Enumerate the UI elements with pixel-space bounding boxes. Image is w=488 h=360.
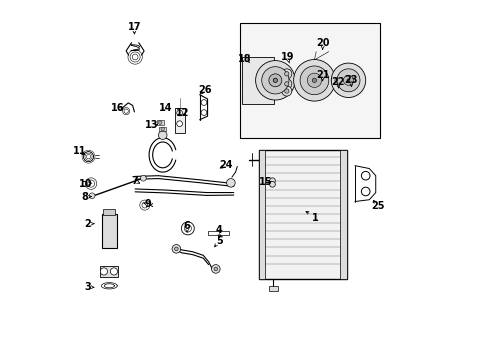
Circle shape: [269, 178, 275, 184]
Circle shape: [174, 247, 178, 251]
Circle shape: [361, 187, 369, 196]
Text: 15: 15: [258, 177, 271, 187]
Text: 9: 9: [144, 199, 151, 210]
Bar: [174, 108, 184, 133]
Circle shape: [281, 79, 291, 89]
Text: 22: 22: [331, 77, 345, 87]
Circle shape: [158, 131, 167, 139]
Circle shape: [110, 268, 117, 275]
Circle shape: [346, 79, 349, 82]
Circle shape: [361, 171, 369, 180]
Circle shape: [226, 179, 235, 187]
Text: 6: 6: [183, 221, 190, 231]
Circle shape: [211, 265, 220, 273]
Text: 17: 17: [127, 22, 141, 32]
Bar: [242, 57, 274, 104]
Circle shape: [273, 78, 277, 82]
Text: 16: 16: [110, 103, 123, 113]
Circle shape: [201, 110, 206, 116]
Circle shape: [172, 244, 180, 253]
Text: 12: 12: [176, 108, 189, 118]
Bar: [340, 149, 346, 279]
Circle shape: [201, 100, 206, 105]
Circle shape: [140, 175, 146, 181]
Circle shape: [100, 268, 107, 275]
Circle shape: [158, 121, 162, 125]
Text: 14: 14: [159, 103, 172, 113]
Text: 23: 23: [344, 75, 357, 85]
Bar: [268, 286, 277, 291]
Circle shape: [261, 67, 288, 94]
Bar: [159, 127, 166, 131]
Text: 21: 21: [315, 70, 329, 80]
Bar: [258, 149, 265, 279]
Circle shape: [161, 127, 164, 131]
Text: 13: 13: [145, 121, 159, 130]
Text: 18: 18: [238, 54, 251, 64]
Circle shape: [284, 89, 288, 93]
Bar: [103, 209, 115, 215]
Circle shape: [214, 267, 217, 271]
Circle shape: [293, 59, 335, 101]
Circle shape: [89, 193, 95, 199]
Circle shape: [306, 73, 321, 87]
Text: 4: 4: [216, 225, 223, 235]
Bar: [100, 266, 118, 277]
Circle shape: [312, 78, 316, 82]
Text: 2: 2: [84, 219, 91, 229]
Circle shape: [330, 75, 342, 86]
Circle shape: [176, 110, 182, 116]
Text: 7: 7: [131, 176, 138, 186]
Circle shape: [343, 75, 353, 85]
Text: 25: 25: [370, 201, 384, 211]
Circle shape: [176, 121, 182, 127]
Bar: [207, 231, 229, 235]
Bar: [102, 214, 117, 248]
Circle shape: [300, 66, 328, 95]
Circle shape: [281, 86, 291, 96]
Circle shape: [334, 78, 339, 82]
Text: 11: 11: [73, 146, 86, 156]
Circle shape: [284, 82, 288, 86]
Bar: [258, 149, 346, 279]
Text: 26: 26: [198, 85, 211, 95]
Text: 20: 20: [315, 38, 329, 48]
Circle shape: [281, 69, 291, 79]
Circle shape: [255, 60, 294, 100]
Bar: [240, 23, 379, 138]
Circle shape: [330, 63, 365, 98]
Text: 19: 19: [280, 52, 294, 62]
Circle shape: [268, 74, 281, 87]
Bar: [156, 121, 163, 125]
Text: 8: 8: [81, 192, 88, 202]
Text: 5: 5: [216, 236, 223, 246]
Circle shape: [269, 181, 275, 187]
Circle shape: [336, 69, 359, 92]
Text: 10: 10: [79, 179, 93, 189]
Text: 3: 3: [84, 282, 91, 292]
Circle shape: [284, 72, 288, 76]
Text: 1: 1: [311, 213, 318, 222]
Text: 24: 24: [219, 160, 232, 170]
